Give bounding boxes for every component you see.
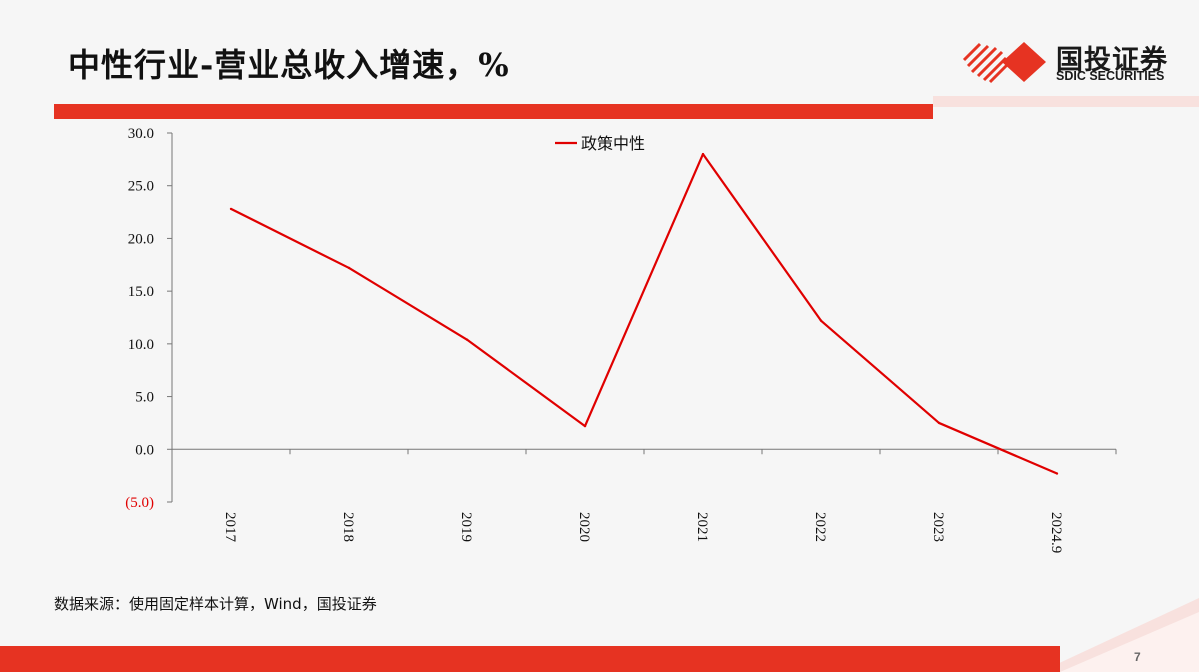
logo-mark-icon: [962, 42, 1046, 84]
data-point: [229, 207, 233, 211]
company-logo: 国投证券 SDIC SECURITIES: [958, 36, 1188, 86]
legend-label: 政策中性: [581, 134, 645, 153]
y-tick-label: 30.0: [128, 126, 154, 142]
page-title: 中性行业-营业总收入增速，%: [68, 46, 510, 84]
footer-bar: [0, 646, 1060, 672]
x-tick-label: 2017: [222, 512, 238, 543]
y-tick-label: 20.0: [128, 231, 154, 247]
data-point: [819, 319, 823, 322]
x-tick-label: 2018: [340, 512, 356, 542]
x-tick-label: 2024.9: [1048, 512, 1064, 553]
page-number: 7: [1134, 650, 1141, 664]
y-tick-label: 15.0: [128, 284, 154, 300]
header-bar: [54, 104, 933, 119]
x-tick-label: 2022: [812, 512, 828, 542]
y-tick-label: 25.0: [128, 179, 154, 195]
data-point: [465, 338, 469, 341]
y-tick-label: 10.0: [128, 337, 154, 353]
logo-name-en: SDIC SECURITIES: [1056, 69, 1165, 83]
data-point: [937, 421, 941, 425]
corner-decoration: [1040, 598, 1199, 672]
header-accent-light: [933, 96, 1199, 107]
x-tick-label: 2023: [930, 512, 946, 542]
x-tick-label: 2020: [576, 512, 592, 542]
data-point: [347, 266, 351, 270]
series-line: [230, 152, 1058, 475]
data-point: [1055, 472, 1059, 475]
y-tick-label: 0.0: [135, 442, 154, 458]
x-tick-label: 2021: [694, 512, 710, 542]
y-tick-label: (5.0): [125, 495, 154, 511]
data-point: [583, 424, 587, 428]
y-tick-label: 5.0: [135, 390, 154, 406]
source-note: 数据来源：使用固定样本计算，Wind，国投证券: [54, 595, 377, 613]
logo-name-cn: 国投证券: [1056, 45, 1168, 76]
x-tick-label: 2019: [458, 512, 474, 542]
data-point: [701, 152, 705, 156]
